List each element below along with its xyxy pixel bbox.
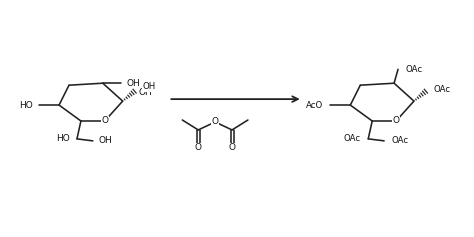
- Text: O: O: [392, 116, 400, 125]
- Text: OH: OH: [99, 136, 113, 145]
- Text: O: O: [195, 143, 202, 152]
- Text: O: O: [228, 143, 236, 152]
- Text: HO: HO: [19, 100, 33, 109]
- Text: OAc: OAc: [344, 134, 361, 143]
- Text: O: O: [211, 118, 219, 127]
- Text: AcO: AcO: [306, 100, 323, 109]
- Text: HO: HO: [56, 134, 70, 143]
- Text: OH: OH: [143, 82, 156, 91]
- Text: O: O: [101, 116, 108, 125]
- Text: OH: OH: [138, 88, 152, 97]
- Text: OAc: OAc: [392, 136, 409, 145]
- Text: OAc: OAc: [405, 65, 422, 74]
- Text: OAc: OAc: [433, 85, 450, 94]
- Text: OH: OH: [127, 79, 140, 88]
